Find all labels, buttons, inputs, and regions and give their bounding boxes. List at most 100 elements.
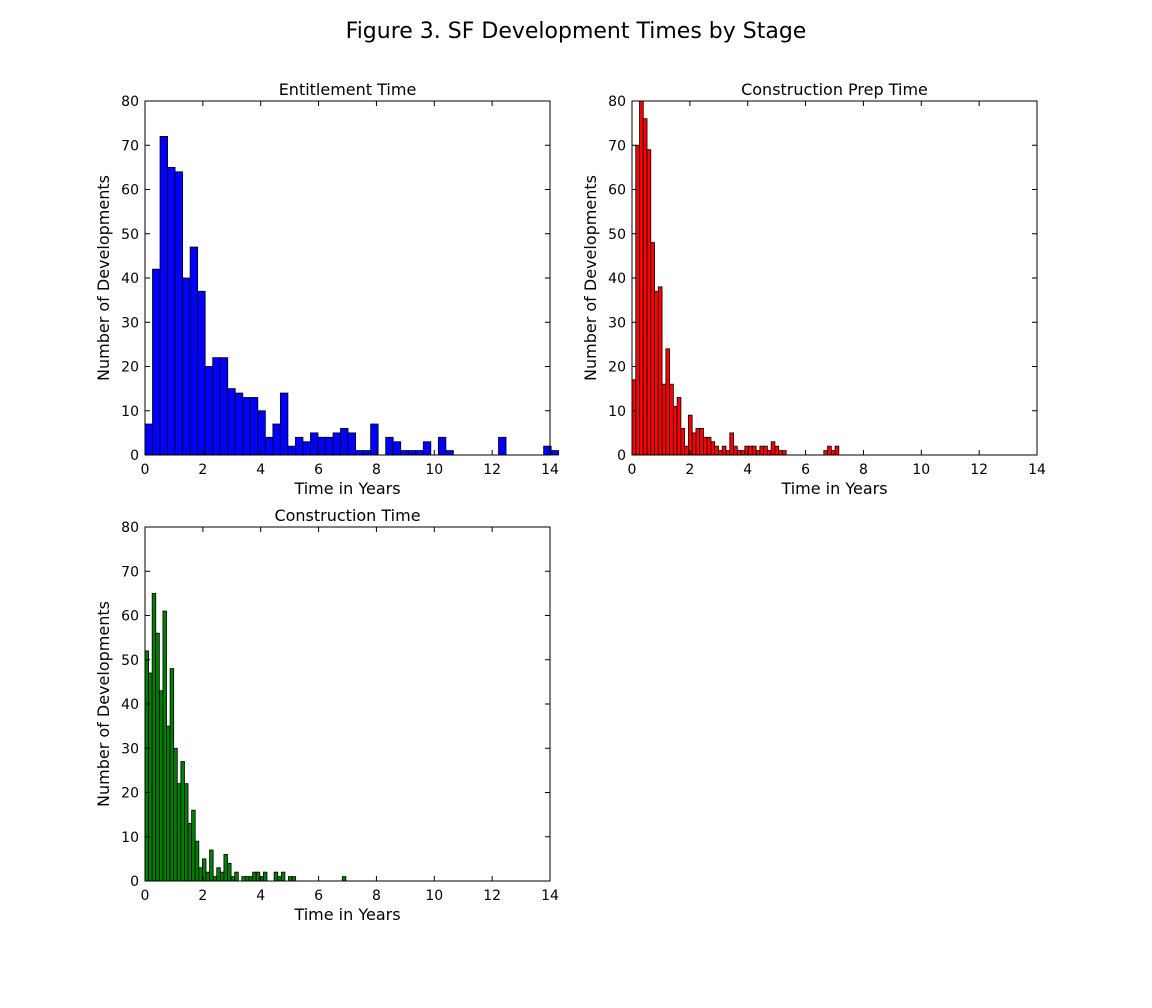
- histogram-bar: [152, 268, 161, 456]
- histogram-bar: [661, 383, 667, 456]
- histogram-bar: [241, 876, 246, 882]
- histogram-bar: [166, 725, 171, 882]
- histogram-bar: [144, 423, 153, 456]
- histogram-bar: [725, 450, 731, 456]
- histogram-bar: [370, 423, 379, 456]
- y-tick-label: 10: [121, 404, 139, 420]
- x-tick-label: 0: [141, 888, 150, 904]
- histogram-bar: [176, 783, 182, 882]
- histogram-bar: [189, 246, 199, 456]
- histogram-bar: [317, 436, 326, 456]
- histogram-bar: [385, 436, 394, 456]
- y-tick-label: 40: [121, 271, 139, 287]
- x-tick-label: 2: [198, 462, 207, 478]
- histogram-bar: [227, 388, 236, 456]
- y-tick-label: 60: [121, 183, 139, 199]
- histogram-bar: [264, 436, 274, 456]
- histogram-bar: [774, 445, 780, 456]
- histogram-bar: [212, 876, 218, 882]
- histogram-bar: [665, 348, 671, 456]
- construction-prep-panel: 0 2 4 6 8 10 12 14 0 10 20 30 40 50 60 70 80 Construction…: [581, 80, 1046, 498]
- histogram-bar: [657, 286, 663, 456]
- histogram-bar: [341, 876, 347, 882]
- x-tick-label: 0: [141, 462, 150, 478]
- histogram-bar: [751, 445, 757, 456]
- x-tick-label: 0: [628, 462, 637, 478]
- histogram-bar: [197, 290, 206, 456]
- histogram-bar: [422, 441, 432, 456]
- y-tick-label: 0: [617, 448, 626, 464]
- histogram-bar: [223, 854, 228, 882]
- histogram-bar: [249, 397, 259, 456]
- histogram-bar: [445, 450, 454, 456]
- histogram-bar: [230, 876, 236, 882]
- x-tick-label: 12: [483, 888, 501, 904]
- histogram-bar: [710, 441, 716, 456]
- histogram-bar: [302, 441, 311, 456]
- histogram-bar: [182, 277, 191, 456]
- y-tick-label: 30: [121, 741, 139, 757]
- y-tick-label: 70: [121, 564, 139, 580]
- construction-title: Construction Time: [274, 506, 420, 525]
- figure-title: Figure 3. SF Development Times by Stage: [346, 19, 807, 44]
- histogram-bar: [234, 871, 239, 882]
- histogram-bar: [257, 410, 266, 456]
- histogram-bar: [167, 166, 176, 456]
- y-tick-label: 20: [608, 360, 626, 376]
- y-tick-label: 60: [121, 609, 139, 625]
- histogram-bar: [699, 428, 704, 456]
- histogram-bar: [782, 450, 787, 456]
- histogram-bar: [245, 876, 250, 882]
- histogram-bar: [219, 357, 229, 456]
- histogram-bar: [695, 428, 701, 456]
- y-tick-label: 80: [121, 94, 139, 110]
- histogram-bar: [642, 118, 648, 456]
- y-tick-label: 80: [121, 520, 139, 536]
- histogram-bar: [174, 171, 184, 456]
- histogram-bar: [325, 436, 334, 456]
- y-tick-label: 50: [121, 653, 139, 669]
- x-tick-label: 4: [256, 888, 265, 904]
- histogram-bar: [729, 432, 734, 456]
- histogram-bar: [227, 862, 232, 882]
- histogram-bar: [158, 690, 164, 882]
- histogram-bar: [654, 290, 659, 456]
- histogram-bar: [718, 450, 723, 456]
- x-tick-label: 12: [483, 462, 501, 478]
- histogram-bar: [437, 436, 447, 456]
- x-tick-label: 6: [314, 888, 323, 904]
- histogram-bar: [310, 432, 319, 456]
- construction-prep-y-axis-label: Number of Developments: [581, 175, 600, 381]
- y-tick-label: 10: [121, 830, 139, 846]
- histogram-bar: [288, 876, 293, 882]
- histogram-bar: [277, 876, 282, 882]
- histogram-bar: [763, 445, 768, 456]
- y-tick-label: 0: [130, 448, 139, 464]
- histogram-bar: [770, 441, 776, 456]
- histogram-bar: [262, 871, 268, 882]
- x-tick-label: 14: [1028, 462, 1046, 478]
- construction-panel: 0 2 4 6 8 10 12 14 0 10 20 30 40 50 60 70 80 Construction…: [94, 506, 559, 924]
- histogram-bar: [279, 392, 289, 456]
- histogram-bar: [733, 445, 738, 456]
- entitlement-panel: 0 2 4 6 8 10 12 14 0 10 20 30 40 50 60 70 80 Entitlement …: [94, 80, 560, 498]
- histogram-bar: [823, 450, 828, 456]
- histogram-bar: [676, 397, 682, 456]
- histogram-bar: [362, 450, 372, 456]
- histogram-bar: [714, 445, 719, 456]
- y-tick-label: 40: [608, 271, 626, 287]
- histogram-bar: [180, 761, 185, 882]
- x-tick-label: 12: [970, 462, 988, 478]
- histogram-bar: [650, 242, 655, 456]
- y-tick-label: 0: [130, 874, 139, 890]
- histogram-bar: [830, 450, 836, 456]
- histogram-bar: [691, 432, 697, 456]
- histogram-bar: [155, 632, 160, 882]
- histogram-bar: [291, 876, 297, 882]
- histogram-bar: [184, 783, 189, 882]
- y-tick-label: 60: [608, 183, 626, 199]
- histogram-bar: [234, 392, 244, 456]
- histogram-bar: [755, 450, 761, 456]
- histogram-bar: [669, 383, 674, 456]
- histogram-bar: [688, 414, 693, 456]
